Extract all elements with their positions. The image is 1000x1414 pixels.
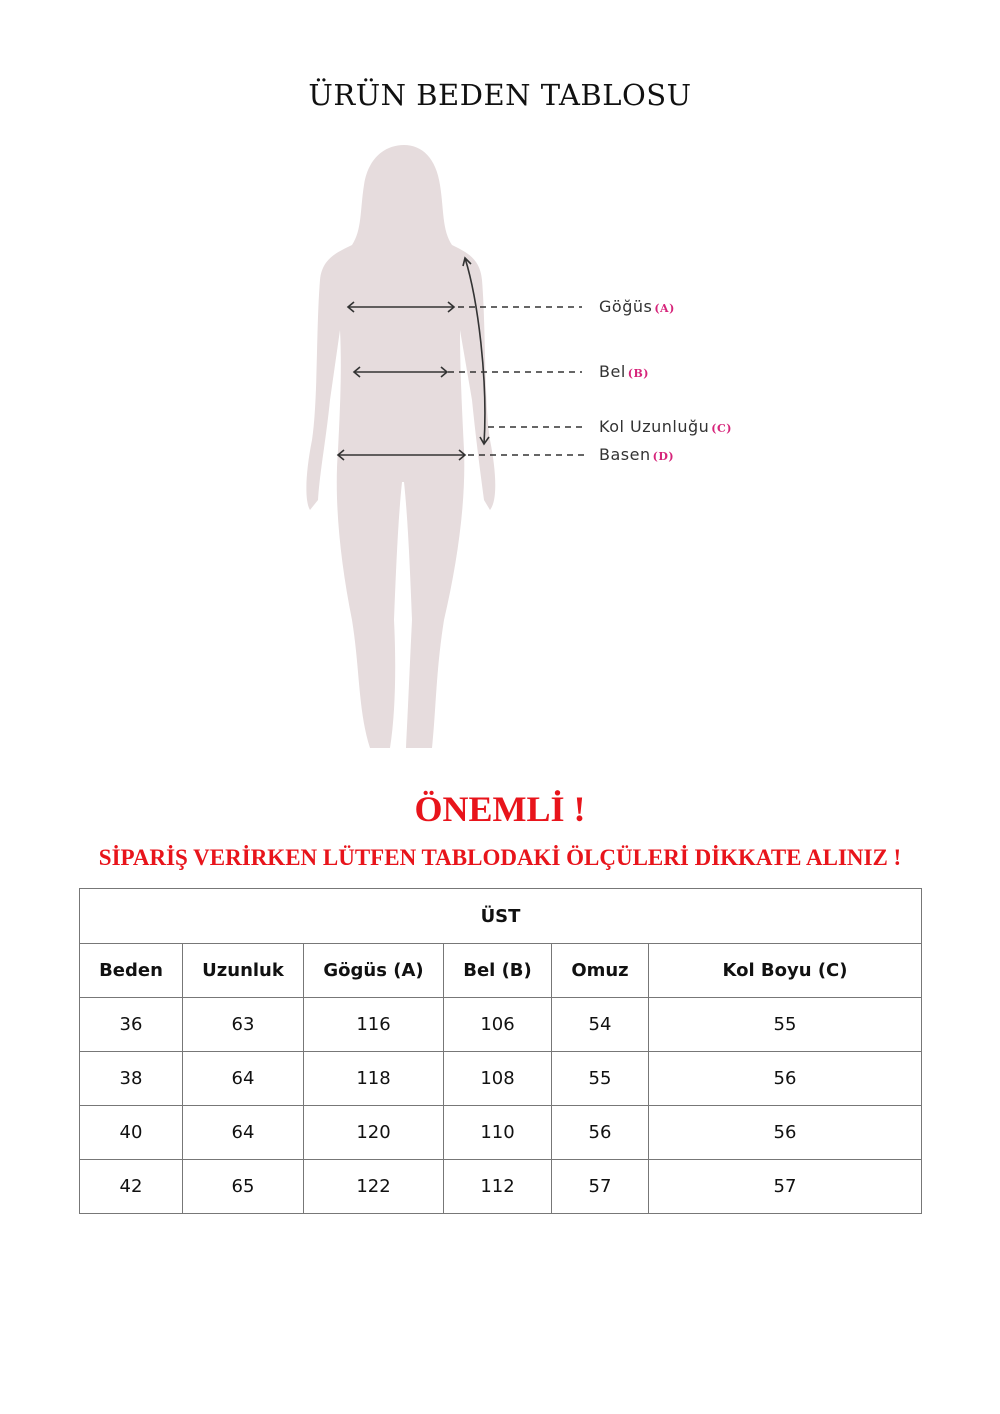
table-cell: 55	[551, 1051, 649, 1106]
table-row: 40 64 120 110 56 56	[79, 1105, 922, 1160]
column-header: Gögüs (A)	[303, 943, 444, 998]
section-header: ÜST	[79, 888, 922, 944]
page-title: ÜRÜN BEDEN TABLOSU	[308, 78, 692, 112]
table-row: 42 65 122 112 57 57	[79, 1159, 922, 1214]
important-heading: ÖNEMLİ !	[414, 789, 586, 829]
label-chest: Göğüs (A)	[599, 297, 675, 316]
body-silhouette-diagram	[306, 145, 584, 748]
table-cell: 122	[303, 1159, 444, 1214]
body-silhouette	[306, 145, 496, 748]
label-waist: Bel (B)	[599, 362, 649, 381]
table-row: 38 64 118 108 55 56	[79, 1051, 922, 1106]
table-cell: 55	[648, 997, 922, 1052]
table-cell: 56	[648, 1051, 922, 1106]
table-cell: 120	[303, 1105, 444, 1160]
table-cell: 64	[182, 1051, 304, 1106]
table-cell: 54	[551, 997, 649, 1052]
table-cell: 110	[443, 1105, 552, 1160]
table-row: 36 63 116 106 54 55	[79, 997, 922, 1052]
table-cell: 57	[648, 1159, 922, 1214]
label-hip: Basen (D)	[599, 445, 675, 464]
table-cell: 65	[182, 1159, 304, 1214]
column-header: Beden	[79, 943, 183, 998]
warning-text: SİPARİŞ VERİRKEN LÜTFEN TABLODAKİ ÖLÇÜLE…	[98, 845, 902, 870]
table-cell: 36	[79, 997, 183, 1052]
table-cell: 42	[79, 1159, 183, 1214]
table-cell: 40	[79, 1105, 183, 1160]
table-cell: 116	[303, 997, 444, 1052]
table-cell: 112	[443, 1159, 552, 1214]
table-cell: 118	[303, 1051, 444, 1106]
table-cell: 38	[79, 1051, 183, 1106]
table-cell: 56	[551, 1105, 649, 1160]
column-header: Uzunluk	[182, 943, 304, 998]
table-cell: 106	[443, 997, 552, 1052]
table-cell: 63	[182, 997, 304, 1052]
label-sleeve-length: Kol Uzunluğu (C)	[599, 417, 732, 436]
size-table: ÜST Beden Uzunluk Gögüs (A) Bel (B) Omuz…	[79, 888, 922, 1214]
column-header: Bel (B)	[443, 943, 552, 998]
table-cell: 64	[182, 1105, 304, 1160]
header-row: Beden Uzunluk Gögüs (A) Bel (B) Omuz Kol…	[79, 943, 922, 998]
table-cell: 56	[648, 1105, 922, 1160]
column-header: Omuz	[551, 943, 649, 998]
column-header: Kol Boyu (C)	[648, 943, 922, 998]
table-cell: 108	[443, 1051, 552, 1106]
section-row: ÜST	[79, 888, 922, 944]
table-cell: 57	[551, 1159, 649, 1214]
